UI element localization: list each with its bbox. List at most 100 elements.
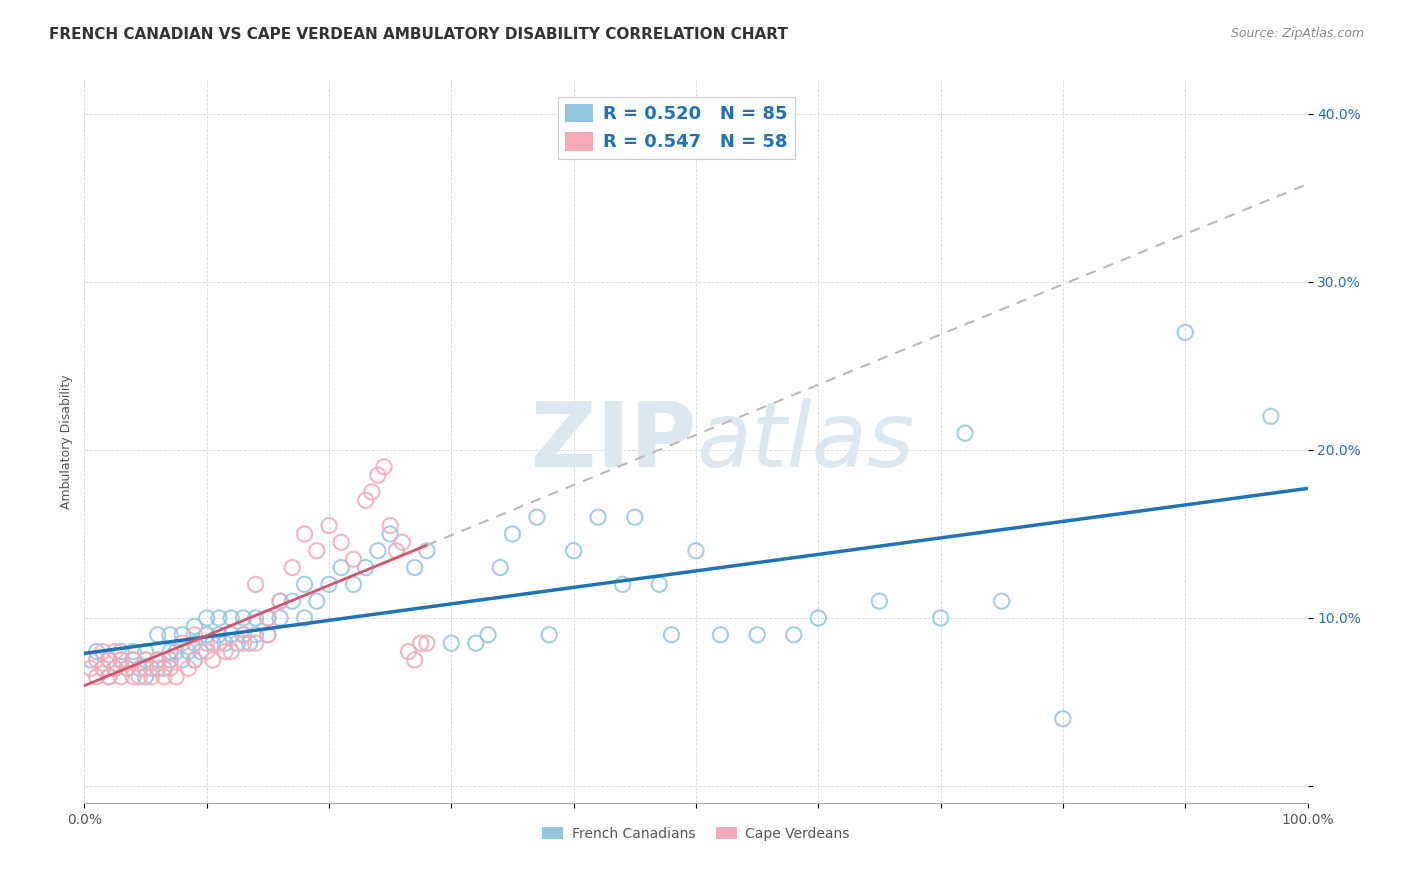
Point — [97, 653, 120, 667]
Point — [305, 594, 328, 608]
Point — [477, 628, 499, 642]
Point — [269, 611, 291, 625]
Point — [586, 510, 609, 524]
Point — [648, 577, 671, 591]
Point — [104, 661, 127, 675]
Point — [257, 611, 280, 625]
Point — [172, 653, 194, 667]
Point — [122, 653, 145, 667]
Point — [305, 543, 328, 558]
Legend: French Canadians, Cape Verdeans: French Canadians, Cape Verdeans — [537, 822, 855, 847]
Point — [330, 560, 353, 574]
Point — [354, 493, 377, 508]
Point — [159, 653, 181, 667]
Point — [1260, 409, 1282, 424]
Point — [367, 543, 389, 558]
Point — [294, 527, 316, 541]
Point — [122, 670, 145, 684]
Point — [104, 644, 127, 658]
Point — [79, 653, 101, 667]
Point — [214, 636, 236, 650]
Point — [929, 611, 952, 625]
Point — [183, 653, 205, 667]
Point — [404, 653, 426, 667]
Point — [502, 527, 524, 541]
Point — [110, 653, 132, 667]
Point — [183, 653, 205, 667]
Point — [86, 644, 108, 658]
Point — [245, 577, 267, 591]
Point — [1174, 326, 1197, 340]
Point — [195, 636, 218, 650]
Point — [269, 594, 291, 608]
Text: ZIP: ZIP — [531, 398, 696, 485]
Point — [91, 661, 114, 675]
Point — [122, 644, 145, 658]
Point — [257, 628, 280, 642]
Point — [135, 653, 157, 667]
Point — [245, 628, 267, 642]
Point — [318, 518, 340, 533]
Point — [177, 644, 200, 658]
Point — [141, 661, 163, 675]
Point — [135, 661, 157, 675]
Point — [128, 670, 150, 684]
Point — [342, 552, 364, 566]
Point — [294, 611, 316, 625]
Text: Source: ZipAtlas.com: Source: ZipAtlas.com — [1230, 27, 1364, 40]
Point — [1052, 712, 1074, 726]
Point — [373, 459, 395, 474]
Point — [489, 560, 512, 574]
Point — [135, 670, 157, 684]
Point — [122, 653, 145, 667]
Point — [91, 661, 114, 675]
Point — [135, 653, 157, 667]
Point — [86, 653, 108, 667]
Point — [404, 560, 426, 574]
Point — [226, 636, 249, 650]
Point — [245, 611, 267, 625]
Point — [135, 644, 157, 658]
Point — [416, 543, 439, 558]
Point — [685, 543, 707, 558]
Point — [538, 628, 561, 642]
Point — [214, 644, 236, 658]
Point — [201, 653, 224, 667]
Point — [219, 611, 242, 625]
Point — [110, 653, 132, 667]
Point — [172, 628, 194, 642]
Point — [624, 510, 647, 524]
Point — [146, 653, 169, 667]
Point — [172, 636, 194, 650]
Point — [409, 636, 432, 650]
Point — [146, 653, 169, 667]
Point — [183, 636, 205, 650]
Point — [159, 628, 181, 642]
Point — [464, 636, 486, 650]
Point — [183, 628, 205, 642]
Point — [330, 535, 353, 549]
Point — [380, 518, 402, 533]
Point — [380, 527, 402, 541]
Point — [165, 670, 187, 684]
Point — [281, 560, 304, 574]
Point — [97, 653, 120, 667]
Point — [91, 644, 114, 658]
Point — [953, 426, 976, 441]
Point — [128, 661, 150, 675]
Point — [232, 636, 254, 650]
Point — [141, 670, 163, 684]
Point — [257, 611, 280, 625]
Point — [97, 670, 120, 684]
Point — [869, 594, 891, 608]
Point — [195, 644, 218, 658]
Point — [360, 485, 382, 500]
Text: atlas: atlas — [696, 398, 914, 485]
Point — [398, 644, 420, 658]
Point — [97, 670, 120, 684]
Point — [661, 628, 683, 642]
Point — [201, 636, 224, 650]
Point — [177, 661, 200, 675]
Point — [153, 661, 176, 675]
Point — [991, 594, 1014, 608]
